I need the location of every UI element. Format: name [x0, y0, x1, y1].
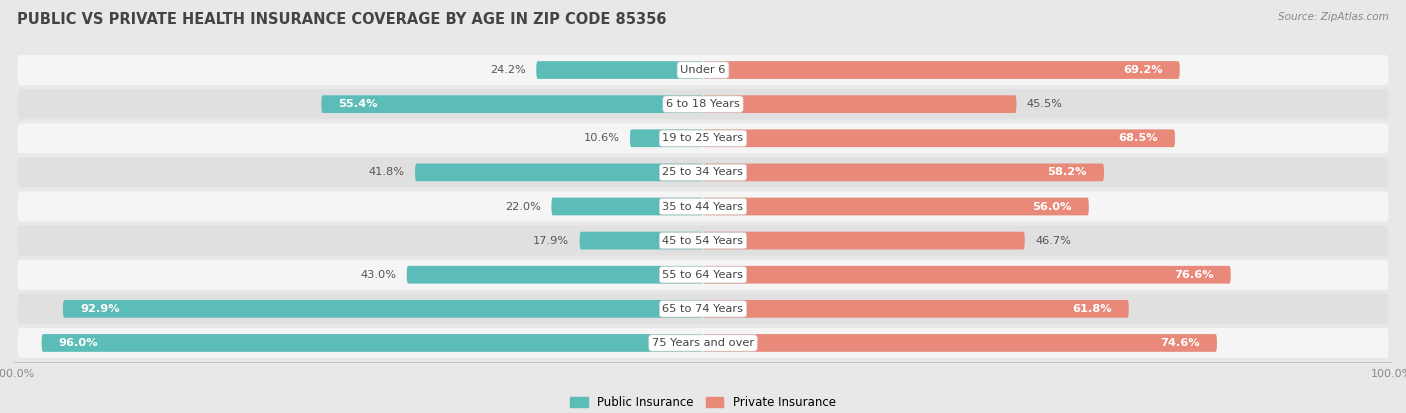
FancyBboxPatch shape — [551, 198, 703, 215]
Text: 17.9%: 17.9% — [533, 236, 569, 246]
Text: 24.2%: 24.2% — [491, 65, 526, 75]
Text: 65 to 74 Years: 65 to 74 Years — [662, 304, 744, 314]
Text: 6 to 18 Years: 6 to 18 Years — [666, 99, 740, 109]
FancyBboxPatch shape — [703, 300, 1129, 318]
FancyBboxPatch shape — [703, 61, 1180, 79]
Text: 45 to 54 Years: 45 to 54 Years — [662, 236, 744, 246]
Text: 45.5%: 45.5% — [1026, 99, 1063, 109]
Text: 43.0%: 43.0% — [360, 270, 396, 280]
Text: 76.6%: 76.6% — [1174, 270, 1213, 280]
Text: 46.7%: 46.7% — [1035, 236, 1071, 246]
Legend: Public Insurance, Private Insurance: Public Insurance, Private Insurance — [565, 392, 841, 413]
Text: 58.2%: 58.2% — [1047, 167, 1087, 177]
FancyBboxPatch shape — [42, 334, 703, 352]
Text: 35 to 44 Years: 35 to 44 Years — [662, 202, 744, 211]
FancyBboxPatch shape — [17, 225, 1389, 256]
Text: 75 Years and over: 75 Years and over — [652, 338, 754, 348]
Text: 56.0%: 56.0% — [1032, 202, 1071, 211]
Text: 25 to 34 Years: 25 to 34 Years — [662, 167, 744, 177]
FancyBboxPatch shape — [703, 266, 1230, 284]
FancyBboxPatch shape — [63, 300, 703, 318]
Text: 10.6%: 10.6% — [583, 133, 620, 143]
FancyBboxPatch shape — [17, 328, 1389, 358]
FancyBboxPatch shape — [703, 164, 1104, 181]
Text: 68.5%: 68.5% — [1118, 133, 1157, 143]
FancyBboxPatch shape — [17, 123, 1389, 153]
FancyBboxPatch shape — [17, 55, 1389, 85]
Text: 41.8%: 41.8% — [368, 167, 405, 177]
Text: 69.2%: 69.2% — [1123, 65, 1163, 75]
Text: 19 to 25 Years: 19 to 25 Years — [662, 133, 744, 143]
Text: Under 6: Under 6 — [681, 65, 725, 75]
Text: 92.9%: 92.9% — [80, 304, 120, 314]
FancyBboxPatch shape — [17, 192, 1389, 221]
FancyBboxPatch shape — [17, 157, 1389, 188]
Text: 74.6%: 74.6% — [1160, 338, 1199, 348]
FancyBboxPatch shape — [579, 232, 703, 249]
FancyBboxPatch shape — [17, 260, 1389, 290]
FancyBboxPatch shape — [536, 61, 703, 79]
Text: PUBLIC VS PRIVATE HEALTH INSURANCE COVERAGE BY AGE IN ZIP CODE 85356: PUBLIC VS PRIVATE HEALTH INSURANCE COVER… — [17, 12, 666, 27]
FancyBboxPatch shape — [630, 129, 703, 147]
FancyBboxPatch shape — [17, 294, 1389, 324]
FancyBboxPatch shape — [703, 198, 1088, 215]
Text: 96.0%: 96.0% — [59, 338, 98, 348]
FancyBboxPatch shape — [17, 89, 1389, 119]
Text: 61.8%: 61.8% — [1071, 304, 1112, 314]
FancyBboxPatch shape — [406, 266, 703, 284]
Text: 55.4%: 55.4% — [339, 99, 378, 109]
FancyBboxPatch shape — [703, 232, 1025, 249]
Text: 55 to 64 Years: 55 to 64 Years — [662, 270, 744, 280]
FancyBboxPatch shape — [703, 334, 1218, 352]
Text: 22.0%: 22.0% — [505, 202, 541, 211]
FancyBboxPatch shape — [703, 95, 1017, 113]
Text: Source: ZipAtlas.com: Source: ZipAtlas.com — [1278, 12, 1389, 22]
FancyBboxPatch shape — [322, 95, 703, 113]
FancyBboxPatch shape — [415, 164, 703, 181]
FancyBboxPatch shape — [703, 129, 1175, 147]
